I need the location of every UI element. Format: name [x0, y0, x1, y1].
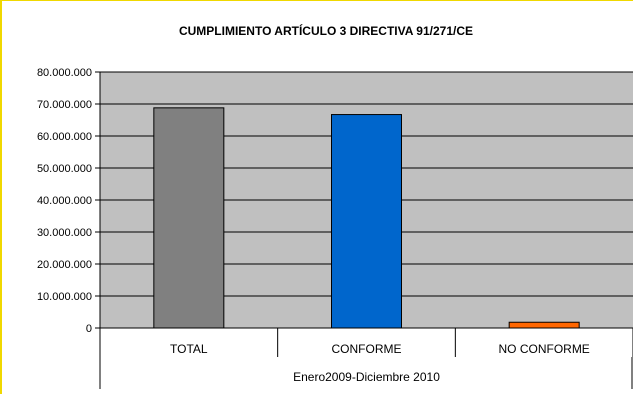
- y-tick-label: 30.000.000: [37, 227, 92, 239]
- x-category-label: NO CONFORME: [498, 342, 589, 356]
- x-category-label: CONFORME: [332, 342, 402, 356]
- bar-conforme: [331, 114, 402, 329]
- y-tick-label: 80.000.000: [37, 67, 92, 79]
- y-tick-label: 40.000.000: [37, 195, 92, 207]
- y-tick-label: 20.000.000: [37, 259, 92, 271]
- y-tick-label: 10.000.000: [37, 291, 92, 303]
- bar-no-conforme: [508, 321, 580, 329]
- y-tick-label: 70.000.000: [37, 99, 92, 111]
- chart-title: CUMPLIMIENTO ARTÍCULO 3 DIRECTIVA 91/271…: [179, 23, 473, 38]
- y-tick-label: 50.000.000: [37, 163, 92, 175]
- y-tick-label: 0: [86, 323, 92, 335]
- x-category-label: TOTAL: [170, 342, 208, 356]
- x-group-label: Enero2009-Diciembre 2010: [293, 370, 440, 384]
- y-tick-label: 60.000.000: [37, 131, 92, 143]
- bar-total: [153, 107, 225, 329]
